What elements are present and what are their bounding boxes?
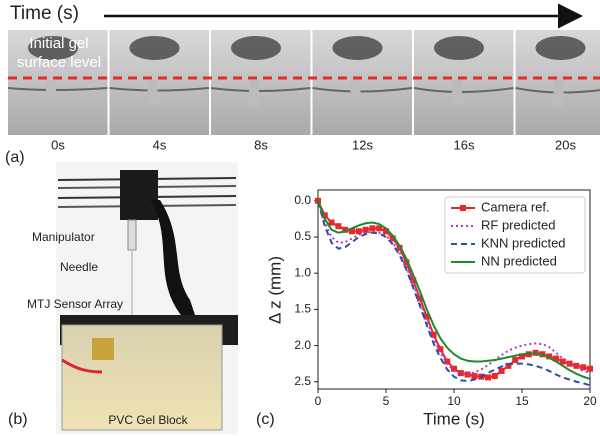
x-tick-label: 20 [583, 394, 597, 408]
point-marker [403, 259, 410, 266]
point-marker [505, 362, 512, 369]
point-marker [430, 331, 437, 338]
panel-letter: (a) [5, 149, 25, 166]
point-marker [328, 219, 335, 226]
overlay-text: surface level [17, 54, 101, 71]
legend-marker [460, 205, 466, 211]
series-line [317, 200, 591, 376]
time-label: Time (s) [10, 3, 79, 24]
point-marker [573, 362, 580, 369]
frame-shadow [28, 36, 78, 60]
point-marker [410, 277, 417, 284]
y-tick-label: 0.5 [294, 229, 311, 243]
frame-shadow [535, 36, 586, 60]
panel-letter: (c) [256, 411, 275, 428]
y-tick-label: 2.5 [294, 374, 311, 388]
frame-shadow [231, 36, 281, 60]
needle [46, 80, 56, 100]
point-marker [396, 244, 403, 251]
frame-label: 8s [254, 137, 268, 152]
setup-photo [56, 162, 238, 434]
needle [452, 80, 462, 104]
y-tick-label: 2.0 [294, 338, 311, 352]
x-tick-label: 0 [315, 394, 322, 408]
point-marker [321, 212, 328, 219]
point-marker [437, 346, 444, 353]
overlay-text: Initial gel [29, 35, 88, 52]
point-marker [512, 357, 519, 364]
frame-label: 12s [352, 137, 373, 152]
legend-label: Camera ref. [481, 199, 550, 214]
point-marker [457, 370, 464, 377]
series-line [317, 200, 591, 387]
point-marker [389, 235, 396, 242]
point-marker [451, 365, 457, 372]
y-tick-label: 0.0 [294, 193, 311, 207]
panel-letter: (b) [8, 411, 28, 428]
photo-label: Needle [60, 260, 98, 274]
point-marker [580, 364, 587, 371]
point-marker [498, 367, 505, 374]
frame-label: 0s [51, 137, 65, 152]
point-marker [369, 225, 376, 232]
y-tick-label: 1.5 [294, 302, 311, 316]
needle [147, 80, 158, 104]
point-marker [423, 313, 430, 320]
point-marker [559, 358, 566, 365]
x-tick-label: 5 [383, 394, 390, 408]
point-marker [355, 228, 362, 235]
point-marker [546, 353, 553, 360]
legend-label: KNN predicted [481, 235, 566, 250]
photo-label: PVC Gel Block [108, 413, 188, 427]
needle [249, 80, 259, 108]
point-marker [485, 374, 491, 381]
point-marker [553, 355, 559, 362]
point-marker [491, 372, 498, 379]
point-marker [587, 365, 593, 372]
frame-label: 20s [555, 137, 576, 152]
photo-label: MTJ Sensor Array [27, 297, 123, 311]
needle [350, 80, 361, 100]
frame-shadow [129, 36, 180, 60]
x-tick-label: 10 [447, 394, 461, 408]
x-tick-label: 15 [515, 394, 529, 408]
point-marker [383, 228, 389, 235]
point-marker [362, 226, 369, 233]
y-axis-label: Δ z (mm) [265, 256, 284, 324]
frame-label: 16s [454, 137, 475, 152]
x-axis-label: Time (s) [423, 409, 485, 428]
y-tick-label: 1.0 [294, 265, 311, 279]
legend-box [444, 196, 586, 274]
point-marker [335, 223, 342, 230]
legend-label: NN predicted [481, 253, 557, 268]
legend-label: RF predicted [481, 217, 555, 232]
frame-shadow [332, 36, 383, 60]
point-marker [519, 353, 525, 360]
point-marker [444, 358, 451, 365]
frame-shadow [434, 36, 484, 60]
point-marker [417, 295, 423, 302]
photo-label: Manipulator [32, 230, 95, 244]
point-marker [376, 225, 383, 232]
point-marker [342, 226, 349, 233]
chart: 0.0 0.5 1.0 1.5 2.0 2.5 0 5 10 15 20 Camera ref. RF … [294, 189, 597, 408]
frame-strip: 0s 4s 8s 12s 16s 20s [7, 30, 600, 152]
frame-label: 4s [153, 137, 167, 152]
series-line [317, 200, 591, 380]
needle [553, 80, 564, 108]
point-marker [471, 372, 478, 379]
point-marker [349, 228, 355, 235]
